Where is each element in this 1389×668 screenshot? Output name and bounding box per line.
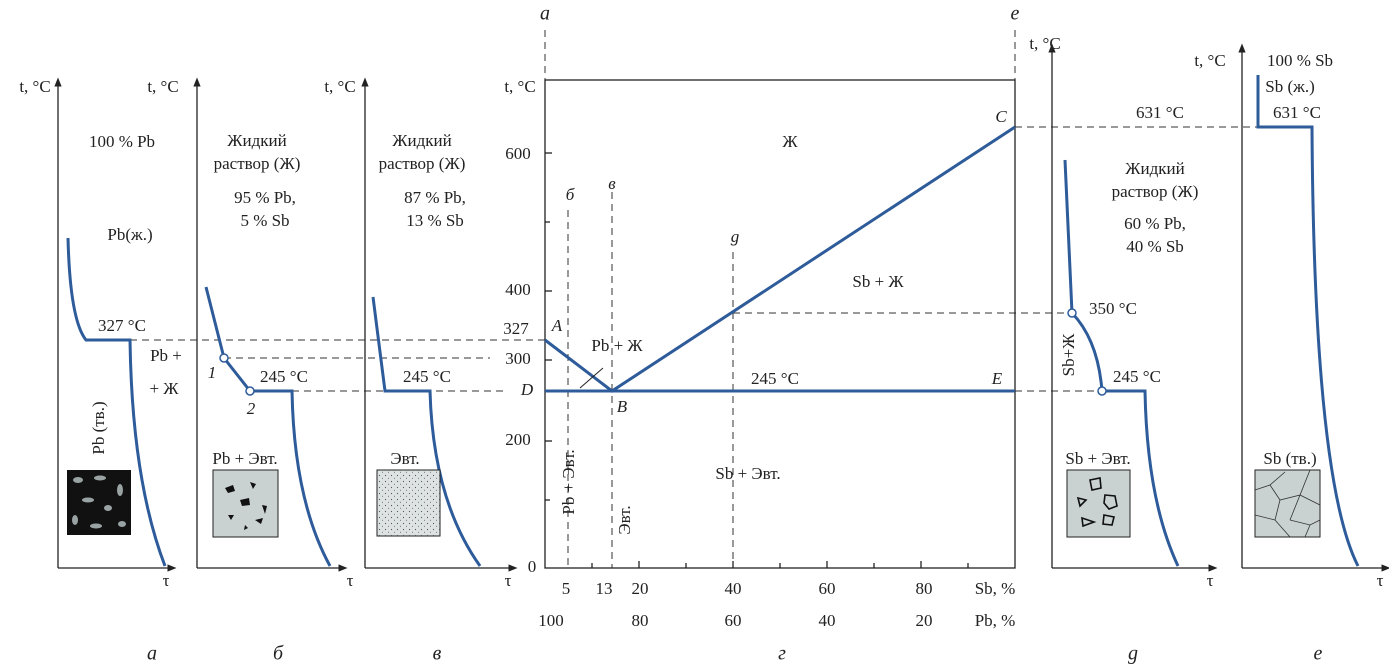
phase-diagram: t, °C г а е б в g A B C D E Ж Sb + Ж Pb …	[503, 3, 1184, 665]
region-label: 245 °C	[751, 369, 799, 388]
axis-label: t, °C	[504, 77, 535, 96]
label: Sb + Эвт.	[1065, 449, 1130, 468]
point-label: D	[520, 380, 534, 399]
y-tick-label: 200	[505, 430, 531, 449]
line-label: g	[731, 227, 740, 246]
point-label: B	[617, 397, 628, 416]
caption: а	[147, 643, 157, 665]
label: 100 % Sb	[1267, 51, 1333, 70]
panel-g: t, °C τ g Жидкий раствор (Ж) 60 % Pb, 40…	[1029, 34, 1213, 665]
region-label: Pb + Эвт.	[559, 449, 578, 514]
label: 5 % Sb	[240, 211, 289, 230]
line-label: в	[608, 174, 616, 193]
caption: е	[1314, 643, 1323, 665]
label: Sb (ж.)	[1265, 77, 1315, 96]
label: раствор (Ж)	[214, 154, 301, 173]
x-tick-label: 5	[562, 579, 571, 598]
x-tick-label: 20	[632, 579, 649, 598]
axis-label: t, °C	[324, 77, 355, 96]
time-label: τ	[1207, 571, 1214, 590]
label: 245 °C	[260, 367, 308, 386]
label: Pb (тв.)	[89, 401, 108, 454]
label: Жидкий	[227, 131, 286, 150]
caption: г	[778, 643, 786, 665]
y-tick-label: 327	[503, 319, 529, 338]
label: Sb (тв.)	[1263, 449, 1316, 468]
panel-b: t, °C τ б Жидкий раствор (Ж) 95 % Pb, 5 …	[147, 77, 353, 665]
region-label: Sb + Эвт.	[715, 464, 780, 483]
label: 87 % Pb,	[404, 188, 466, 207]
line-label: б	[566, 185, 575, 204]
label: 327 °C	[98, 316, 146, 335]
axis-label: t, °C	[1194, 51, 1225, 70]
label: 245 °C	[403, 367, 451, 386]
time-label: τ	[505, 571, 512, 590]
x-tick-label: 60	[819, 579, 836, 598]
label: 631 °C	[1273, 103, 1321, 122]
region-label: Ж	[782, 132, 798, 151]
y-tick-label: 600	[505, 144, 531, 163]
point-label: A	[551, 316, 563, 335]
label: Pb +	[150, 346, 182, 365]
x-tick-label: 100	[538, 611, 564, 630]
point-label: 2	[247, 399, 256, 418]
axis-label: t, °C	[147, 77, 178, 96]
label: раствор (Ж)	[379, 154, 466, 173]
x-tick-label: 40	[819, 611, 836, 630]
label: Pb(ж.)	[107, 225, 152, 244]
label: Жидкий	[392, 131, 451, 150]
x-tick-label: 60	[725, 611, 742, 630]
x-axis-unit: Pb, %	[975, 611, 1016, 630]
label: Sb+Ж	[1059, 333, 1078, 377]
point-label: C	[995, 107, 1007, 126]
region-label: 631 °C	[1136, 103, 1184, 122]
panel-a: t, °C τ а 100 % Pb Pb(ж.) 327 °C Pb (тв.…	[19, 77, 172, 665]
caption: в	[433, 643, 442, 665]
label: 60 % Pb,	[1124, 214, 1186, 233]
label: Pb + Эвт.	[212, 449, 277, 468]
caption: g	[1128, 643, 1138, 665]
x-tick-label: 80	[916, 579, 933, 598]
region-label: Эвт.	[615, 505, 634, 534]
label: 245 °C	[1113, 367, 1161, 386]
x-tick-label: 20	[916, 611, 933, 630]
label: + Ж	[149, 379, 179, 398]
y-tick-label: 0	[528, 557, 537, 576]
panel-e: t, °C τ е 100 % Sb Sb (ж.) 631 °C Sb (тв…	[1194, 48, 1386, 665]
caption: б	[273, 643, 284, 665]
label: 13 % Sb	[406, 211, 464, 230]
axis-label: t, °C	[19, 77, 50, 96]
label: 350 °C	[1089, 299, 1137, 318]
label: Жидкий	[1125, 159, 1184, 178]
label: Эвт.	[390, 449, 419, 468]
time-label: τ	[347, 571, 354, 590]
x-tick-label: 80	[632, 611, 649, 630]
y-tick-label: 400	[505, 280, 531, 299]
x-tick-label: 40	[725, 579, 742, 598]
point-label: 1	[208, 363, 217, 382]
time-label: τ	[163, 571, 170, 590]
x-tick-label: 13	[596, 579, 613, 598]
figure: t, °C τ а 100 % Pb Pb(ж.) 327 °C Pb (тв.…	[0, 0, 1389, 668]
label: 100 % Pb	[89, 132, 155, 151]
label: 40 % Sb	[1126, 237, 1184, 256]
region-label: Pb + Ж	[591, 336, 643, 355]
label: 95 % Pb,	[234, 188, 296, 207]
x-axis-unit: Sb, %	[975, 579, 1016, 598]
time-label: τ	[1377, 571, 1384, 590]
y-tick-label: 300	[505, 349, 531, 368]
point-label: E	[991, 369, 1003, 388]
line-label: е	[1011, 3, 1020, 25]
line-label: а	[540, 3, 550, 25]
axis-label: t, °C	[1029, 34, 1060, 53]
label: раствор (Ж)	[1112, 182, 1199, 201]
region-label: Sb + Ж	[852, 272, 904, 291]
